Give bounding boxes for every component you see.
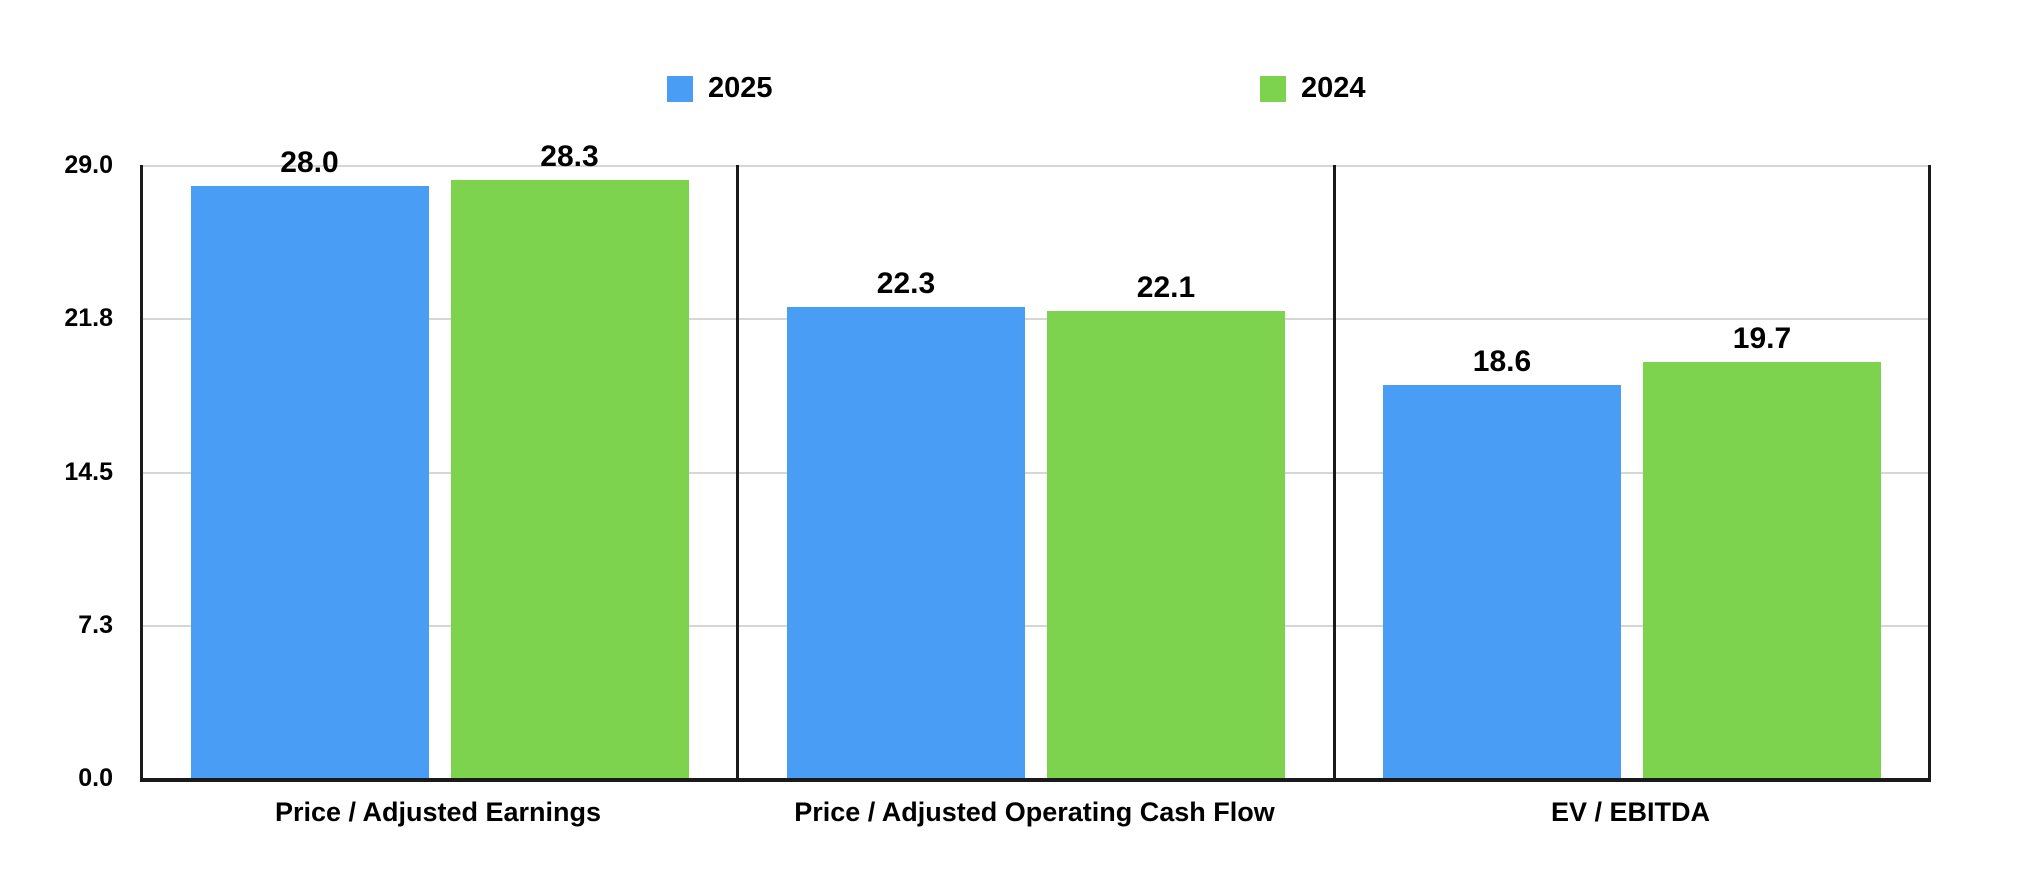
x-axis-line bbox=[140, 778, 1931, 782]
bar-value-label: 28.0 bbox=[280, 146, 339, 179]
legend-label-2024: 2024 bbox=[1301, 72, 1366, 104]
bar-value-label: 18.6 bbox=[1472, 345, 1532, 378]
legend-swatch-2024-icon bbox=[1260, 75, 1286, 102]
gridline-14.5 bbox=[140, 472, 1931, 474]
bar-2024: 22.1 bbox=[1047, 273, 1285, 778]
panel-divider-1 bbox=[736, 165, 739, 778]
legend-item-2024: 2024 bbox=[1260, 74, 1366, 103]
bar-2025: 18.6 bbox=[1383, 347, 1621, 778]
plot-right-border bbox=[1928, 165, 1931, 778]
bar-2025: 28.0 bbox=[190, 148, 429, 778]
bar-value-label: 19.7 bbox=[1732, 322, 1792, 355]
y-tick-label-0.0: 0.0 bbox=[78, 764, 113, 792]
panel-3: 18.6 19.7 bbox=[1336, 165, 1928, 778]
legend-item-2025: 2025 bbox=[667, 74, 773, 103]
y-tick-label-14.5: 14.5 bbox=[64, 458, 113, 486]
bar-value-label: 28.3 bbox=[540, 140, 599, 173]
gridline-29.0 bbox=[140, 165, 1931, 167]
gridline-21.8 bbox=[140, 318, 1931, 320]
plot-area: 28.0 28.3 22.3 22.1 18.6 19.7 bbox=[140, 142, 1931, 782]
panel-2: 22.3 22.1 bbox=[739, 165, 1333, 778]
y-tick-label-29.0: 29.0 bbox=[64, 151, 113, 179]
bar-value-label: 22.1 bbox=[1136, 271, 1196, 304]
y-axis: 0.0 7.3 14.5 21.8 29.0 bbox=[0, 151, 113, 792]
y-tick-label-21.8: 21.8 bbox=[64, 304, 113, 332]
category-label-1: Price / Adjusted Earnings bbox=[274, 797, 602, 827]
panel-1: 28.0 28.3 bbox=[143, 142, 736, 778]
bar-2025: 22.3 bbox=[787, 269, 1025, 778]
category-label-2: Price / Adjusted Operating Cash Flow bbox=[794, 797, 1275, 827]
bar-2024: 19.7 bbox=[1643, 324, 1881, 778]
panel-divider-2 bbox=[1333, 165, 1336, 778]
gridline-7.3 bbox=[140, 625, 1931, 627]
category-label-3: EV / EBITDA bbox=[1550, 797, 1711, 827]
y-tick-label-7.3: 7.3 bbox=[78, 611, 113, 639]
bar-value-label: 22.3 bbox=[876, 267, 936, 300]
y-axis-line bbox=[140, 165, 143, 778]
legend-swatch-2025-icon bbox=[667, 75, 693, 102]
x-axis-category-labels: Price / Adjusted Earnings Price / Adjuste… bbox=[0, 797, 2022, 831]
bar-2024: 28.3 bbox=[450, 142, 689, 778]
legend-label-2025: 2025 bbox=[708, 72, 773, 104]
